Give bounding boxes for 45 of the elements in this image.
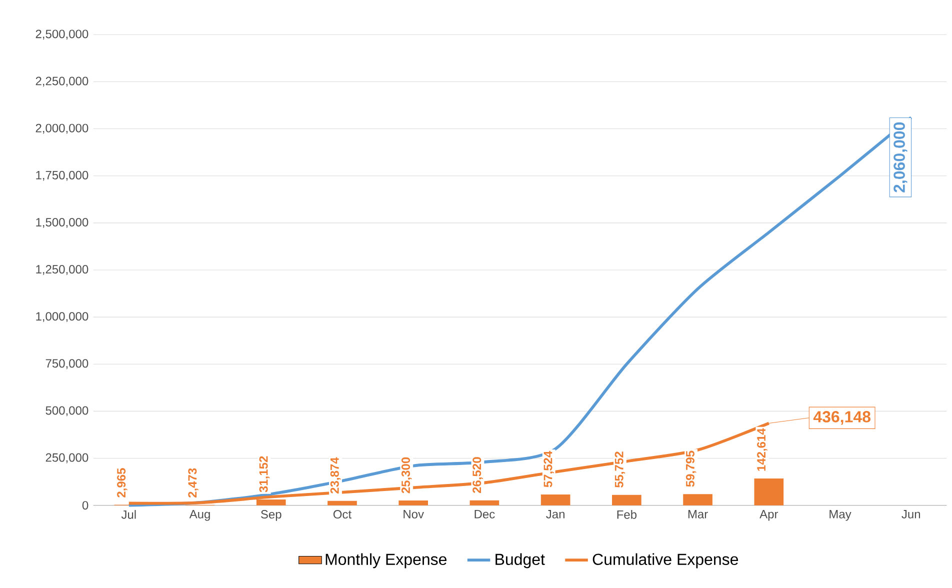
x-tick-label: Nov	[404, 510, 424, 518]
x-tick-label: Jun	[902, 510, 920, 518]
x-tick-label: Jul	[121, 510, 136, 519]
legend-label: Monthly Expense	[326, 553, 447, 568]
y-tick-label: 0	[82, 501, 88, 510]
data-label: 25,300	[401, 457, 412, 494]
data-label: 2,060,000	[894, 122, 908, 192]
y-tick-label: 2,250,000	[36, 76, 88, 87]
x-tick-label: Apr	[760, 510, 778, 521]
data-label: 142,614	[757, 428, 768, 471]
bar	[612, 494, 642, 506]
y-tick-label: 1,750,000	[36, 170, 88, 181]
x-tick-label: Oct	[333, 510, 352, 519]
legend-label: Budget	[496, 553, 545, 568]
x-tick-label: Jan	[546, 510, 564, 518]
y-tick-label: 2,000,000	[36, 124, 88, 134]
x-tick-label: May	[830, 510, 852, 521]
y-tick-label: 1,500,000	[36, 218, 88, 228]
x-tick-label: Sep	[260, 510, 282, 521]
legend-label: Cumulative Expense	[592, 553, 738, 568]
data-label: 2,965	[117, 468, 128, 498]
data-label: 26,520	[472, 457, 483, 493]
x-tick-label: Feb	[617, 510, 637, 519]
y-tick-label: 500,000	[46, 406, 88, 416]
x-tick-label: Dec	[474, 510, 495, 518]
bar	[398, 500, 428, 506]
x-tick-label: Mar	[688, 510, 708, 518]
bar	[470, 500, 500, 506]
data-label: 2,473	[188, 468, 198, 498]
y-tick-label: 1,250,000	[36, 265, 88, 275]
data-label: 23,874	[330, 457, 341, 494]
data-label: 31,152	[259, 456, 270, 492]
data-label: 59,795	[686, 450, 696, 487]
y-tick-label: 750,000	[46, 359, 88, 370]
bar	[683, 494, 712, 506]
data-label: 436,148	[813, 411, 870, 425]
data-label: 57,524	[544, 450, 554, 488]
y-tick-label: 250,000	[46, 453, 88, 464]
bar	[540, 494, 570, 506]
x-tick-label: Aug	[189, 510, 210, 521]
y-tick-label: 2,500,000	[36, 30, 88, 40]
data-label: 55,752	[614, 452, 626, 488]
bar	[328, 500, 357, 506]
y-tick-label: 1,000,000	[36, 312, 88, 322]
bar	[754, 478, 784, 506]
